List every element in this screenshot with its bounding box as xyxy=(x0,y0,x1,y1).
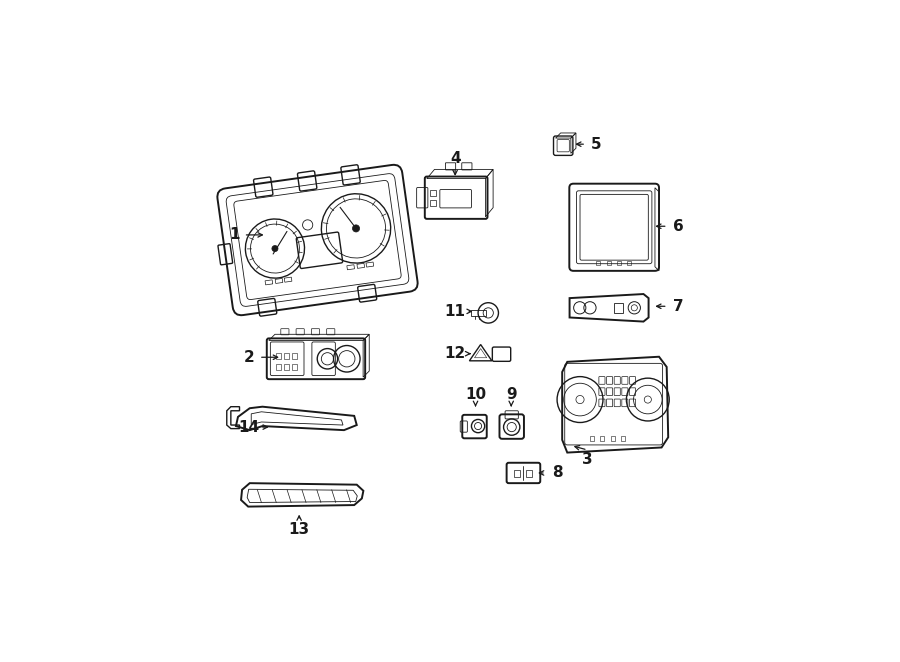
Text: 7: 7 xyxy=(672,299,683,314)
Text: 9: 9 xyxy=(506,387,517,402)
Bar xyxy=(276,364,281,370)
Text: 4: 4 xyxy=(450,151,461,166)
Bar xyxy=(614,303,624,313)
Bar xyxy=(430,189,436,196)
Text: 13: 13 xyxy=(289,522,310,536)
Bar xyxy=(276,353,281,359)
Bar xyxy=(610,436,615,442)
Text: 8: 8 xyxy=(552,465,562,481)
Bar xyxy=(284,277,292,282)
Bar xyxy=(275,279,283,283)
Bar xyxy=(284,364,289,370)
Bar xyxy=(616,261,621,265)
Text: 10: 10 xyxy=(465,387,486,402)
Bar xyxy=(292,353,297,359)
Text: 14: 14 xyxy=(238,420,259,434)
Bar xyxy=(514,470,520,477)
Text: 1: 1 xyxy=(230,228,239,242)
Bar xyxy=(607,261,610,265)
Text: 5: 5 xyxy=(591,136,601,152)
Bar xyxy=(357,263,364,268)
Text: 3: 3 xyxy=(582,451,593,467)
Bar xyxy=(292,364,297,370)
Bar xyxy=(430,200,436,206)
Text: 6: 6 xyxy=(672,218,683,234)
Bar xyxy=(526,470,532,477)
Circle shape xyxy=(353,225,360,232)
Bar xyxy=(600,436,605,442)
Bar xyxy=(590,436,594,442)
Bar xyxy=(346,265,355,270)
Text: 11: 11 xyxy=(445,304,465,319)
Bar xyxy=(266,280,273,285)
Bar xyxy=(621,436,625,442)
Bar xyxy=(597,261,600,265)
Bar xyxy=(627,261,631,265)
Bar xyxy=(284,353,289,359)
Circle shape xyxy=(272,246,278,252)
Text: 2: 2 xyxy=(243,350,254,365)
Bar xyxy=(366,262,373,267)
Text: 12: 12 xyxy=(445,346,466,361)
